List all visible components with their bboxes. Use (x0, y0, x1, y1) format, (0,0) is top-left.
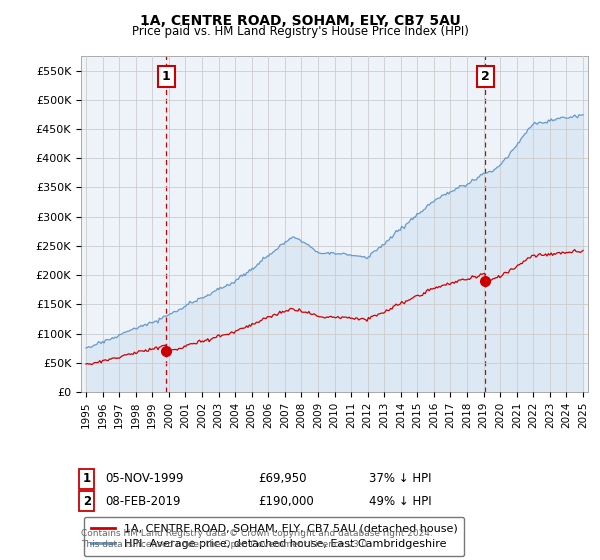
Text: 1: 1 (162, 70, 171, 83)
Text: 1: 1 (83, 472, 91, 486)
Text: 49% ↓ HPI: 49% ↓ HPI (369, 494, 431, 508)
Text: 2: 2 (481, 70, 490, 83)
Legend: 1A, CENTRE ROAD, SOHAM, ELY, CB7 5AU (detached house), HPI: Average price, detac: 1A, CENTRE ROAD, SOHAM, ELY, CB7 5AU (de… (84, 517, 464, 556)
Text: 08-FEB-2019: 08-FEB-2019 (105, 494, 181, 508)
Text: Contains HM Land Registry data © Crown copyright and database right 2024.
This d: Contains HM Land Registry data © Crown c… (81, 529, 433, 549)
Text: 1A, CENTRE ROAD, SOHAM, ELY, CB7 5AU: 1A, CENTRE ROAD, SOHAM, ELY, CB7 5AU (140, 14, 460, 28)
Text: £69,950: £69,950 (258, 472, 307, 486)
Text: £190,000: £190,000 (258, 494, 314, 508)
Text: 2: 2 (83, 494, 91, 508)
Text: Price paid vs. HM Land Registry's House Price Index (HPI): Price paid vs. HM Land Registry's House … (131, 25, 469, 38)
Text: 05-NOV-1999: 05-NOV-1999 (105, 472, 184, 486)
Text: 37% ↓ HPI: 37% ↓ HPI (369, 472, 431, 486)
